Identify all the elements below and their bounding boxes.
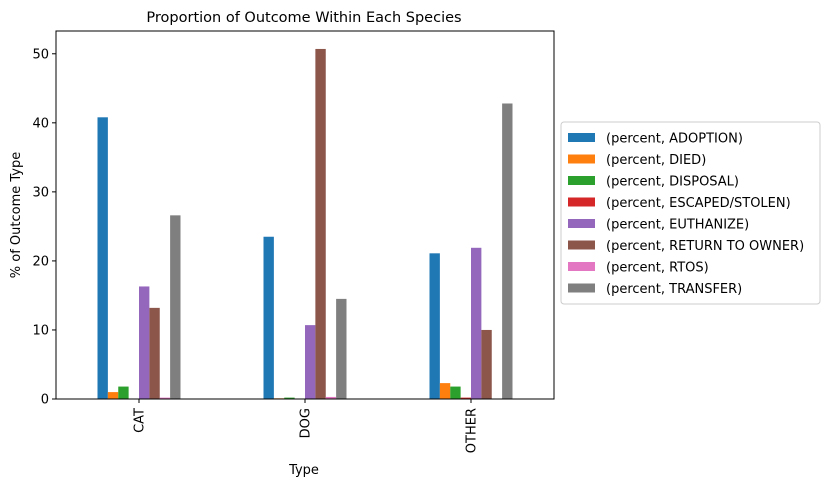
- y-tick-label: 50: [32, 47, 49, 62]
- bar-dog-6: [325, 396, 337, 399]
- legend-swatch: [568, 197, 595, 207]
- legend-swatch: [568, 262, 595, 271]
- legend-label: (percent, RETURN TO OWNER): [606, 239, 804, 254]
- legend-label: (percent, DISPOSAL): [606, 175, 739, 190]
- x-axis-label: Type: [288, 463, 319, 478]
- legend-swatch: [568, 219, 595, 228]
- bar-other-0: [429, 253, 440, 399]
- bar-dog-7: [336, 298, 347, 399]
- y-tick-label: 20: [32, 254, 49, 269]
- legend-label: (percent, ADOPTION): [606, 132, 743, 147]
- legend-label: (percent, EUTHANIZE): [606, 218, 749, 233]
- bar-dog-0: [263, 236, 274, 399]
- x-axis: CAT DOG OTHER: [133, 399, 480, 453]
- bar-cat-1: [107, 392, 119, 399]
- legend-label: (percent, DIED): [606, 153, 706, 168]
- chart-title: Proportion of Outcome Within Each Specie…: [146, 10, 461, 26]
- x-tick-label: OTHER: [465, 408, 480, 453]
- bar-cat-0: [97, 117, 108, 399]
- x-tick-label: CAT: [133, 408, 148, 433]
- y-axis-label: % of Outcome Type: [9, 152, 24, 278]
- y-tick-label: 40: [32, 116, 49, 131]
- bar-cat-2: [118, 386, 129, 399]
- legend-swatch: [568, 176, 595, 185]
- bar-cat-6: [159, 397, 171, 399]
- legend: (percent, ADOPTION) (percent, DIED) (perce…: [560, 121, 821, 305]
- legend-swatch: [568, 133, 595, 142]
- legend-swatch: [568, 240, 595, 250]
- bar-other-4: [471, 247, 482, 399]
- bar-other-1: [439, 383, 451, 399]
- legend-label: (percent, TRANSFER): [606, 282, 742, 297]
- bar-dog-5: [315, 48, 326, 399]
- y-tick-label: 10: [32, 323, 49, 338]
- bar-dog-2: [284, 397, 295, 399]
- bar-cat-5: [149, 307, 160, 399]
- x-tick-label: DOG: [299, 408, 314, 438]
- bar-other-2: [450, 386, 461, 399]
- legend-label: (percent, RTOS): [606, 261, 709, 276]
- legend-swatch: [568, 283, 595, 293]
- bars-group: [97, 48, 513, 400]
- bar-other-5: [481, 329, 492, 399]
- bar-cat-4: [139, 286, 150, 399]
- y-tick-label: 30: [32, 185, 49, 200]
- bar-other-7: [502, 103, 513, 400]
- y-tick-label: 0: [41, 393, 49, 408]
- bar-other-3: [460, 397, 471, 399]
- legend-box: [560, 121, 821, 305]
- plot-frame: [55, 30, 555, 400]
- legend-swatch: [568, 154, 595, 164]
- y-axis: 0 10 20 30 40 50: [32, 47, 56, 408]
- legend-label: (percent, ESCAPED/STOLEN): [606, 196, 791, 211]
- bar-cat-7: [170, 215, 181, 399]
- bar-dog-4: [305, 325, 316, 399]
